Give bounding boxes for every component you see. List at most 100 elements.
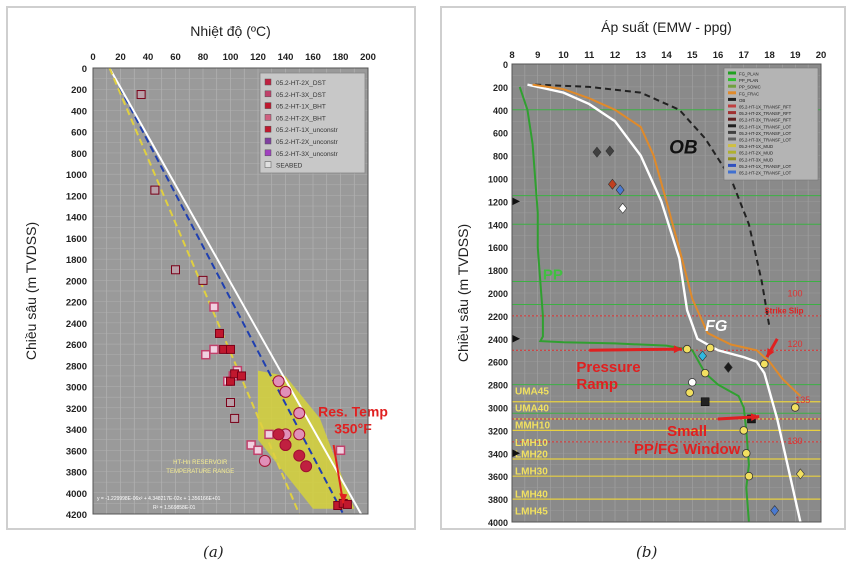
caption-b: (b) (636, 543, 658, 561)
range-label-2: TEMPERATURE RANGE (166, 469, 234, 475)
legend-entry: 05.2-HT-2X_MUD (739, 151, 773, 156)
x-tick-label: 17 (738, 50, 749, 61)
series-pp (518, 86, 750, 523)
y-tick-label: 800 (71, 149, 87, 160)
legend-swatch (264, 161, 272, 168)
legend-entry: FG_FRAC (739, 91, 759, 96)
y-tick-label: 3800 (488, 495, 508, 505)
formation-label: LMH20 (515, 449, 548, 460)
formation-label: LMH10 (515, 438, 548, 449)
data-point (796, 468, 805, 480)
legend-entry: 05.2-HT-1X_TRANSF_LOT (739, 164, 792, 169)
plot-frame (511, 63, 822, 523)
legend-entry: 05.2-HT-1X_unconstr (276, 127, 339, 134)
y-tick-label: 3600 (488, 472, 508, 482)
chart-title-a: Nhiệt độ (ºC) (190, 23, 271, 39)
data-point (226, 344, 235, 354)
data-point (723, 361, 733, 373)
label-135: 135 (795, 395, 810, 405)
data-point (226, 376, 235, 386)
x-tick-label: 0 (90, 52, 95, 63)
formation-label: UMA45 (515, 386, 549, 397)
x-tick-label: 15 (687, 50, 698, 61)
y-tick-label: 3800 (66, 468, 87, 479)
x-tick-label: 18 (764, 50, 775, 61)
label-fg: FG (705, 318, 727, 335)
y-tick-label: 1800 (488, 266, 508, 276)
label-130: 130 (788, 436, 803, 446)
y-tick-label: 2600 (488, 358, 508, 368)
legend-swatch (264, 114, 272, 121)
legend-entry: 05.2-HT-1X_MUD (739, 144, 773, 149)
legend-entry: 05.2-HT-2X_unconstr (276, 139, 339, 146)
y-tick-label: 4000 (488, 518, 508, 528)
data-point (293, 449, 306, 462)
legend-entry: 05.2-HT-2X_TRANSF_RFT (739, 111, 792, 116)
data-point (209, 344, 219, 355)
data-point (739, 426, 748, 435)
red-arrowhead-2 (766, 348, 775, 358)
x-tick-label: 16 (713, 50, 724, 61)
y-tick-label: 0 (82, 64, 87, 75)
casing-marker (512, 334, 520, 343)
red-arrowhead-1 (750, 413, 760, 422)
legend-entry: 05.2-HT-2X_TRANSF_LOT (739, 131, 792, 136)
data-point (209, 302, 219, 312)
legend-swatch (728, 163, 736, 167)
x-tick-label: 40 (143, 52, 154, 63)
y-tick-label: 2800 (66, 361, 87, 372)
series-fg (527, 83, 802, 523)
legend-swatch (728, 84, 736, 88)
legend-entry: FG_PLAN (739, 72, 759, 77)
legend-swatch (264, 125, 272, 133)
plot-frame (92, 67, 369, 515)
trend-r-squared: R² = 1.569858E-01 (153, 505, 196, 511)
data-point (618, 202, 628, 214)
data-point (605, 145, 615, 157)
legend-swatch (728, 157, 736, 161)
y-tick-label: 600 (71, 128, 87, 139)
y-tick-label: 1800 (66, 255, 87, 266)
y-tick-label: 800 (493, 152, 508, 162)
y-tick-label: 3200 (488, 426, 508, 436)
legend-swatch (264, 137, 272, 145)
res-temp-arrowhead (339, 493, 348, 504)
data-point (700, 368, 710, 378)
legend-entry: PP_SONIC (739, 85, 761, 90)
x-tick-label: 20 (115, 52, 126, 63)
chart-panel-b: UMA45 UMA40 MMH10 LMH10 LMH20 LMH30 LMH40 LMH45… (440, 6, 846, 530)
res-temp-label: Res. Temp (318, 403, 388, 419)
pressure-ramp-label-2: Ramp (576, 376, 618, 393)
x-tick-label: 60 (170, 52, 181, 63)
trend-equation: y = -1.229998E-06x² + 4.348217E-02x + 1.… (97, 496, 221, 502)
data-point (150, 185, 160, 195)
temperature-range-band (258, 370, 355, 509)
y-tick-label: 3400 (488, 449, 508, 459)
y-tick-label: 2000 (488, 289, 508, 299)
formation-label: MMH10 (515, 421, 550, 432)
x-tick-label: 13 (635, 50, 646, 61)
x-tick-label: 19 (790, 50, 801, 61)
y-tick-label: 2200 (66, 298, 87, 309)
data-point (226, 398, 235, 407)
data-point (706, 343, 715, 353)
data-point (258, 454, 271, 467)
caption-a: (a) (203, 543, 224, 561)
data-point (760, 359, 769, 369)
data-point (698, 350, 707, 362)
label-120: 120 (788, 339, 803, 349)
y-tick-label: 2400 (488, 335, 508, 345)
y-tick-label: 2200 (488, 312, 508, 322)
data-point (272, 375, 285, 388)
data-point (279, 385, 292, 398)
data-point (264, 429, 274, 440)
data-point (246, 440, 256, 450)
data-point (742, 449, 751, 458)
data-point (592, 146, 602, 158)
y-tick-label: 1200 (66, 191, 87, 202)
legend-swatch (728, 97, 736, 101)
legend-entry: 05.2-HT-3X_unconstr (276, 151, 339, 158)
legend-swatch (728, 111, 736, 115)
